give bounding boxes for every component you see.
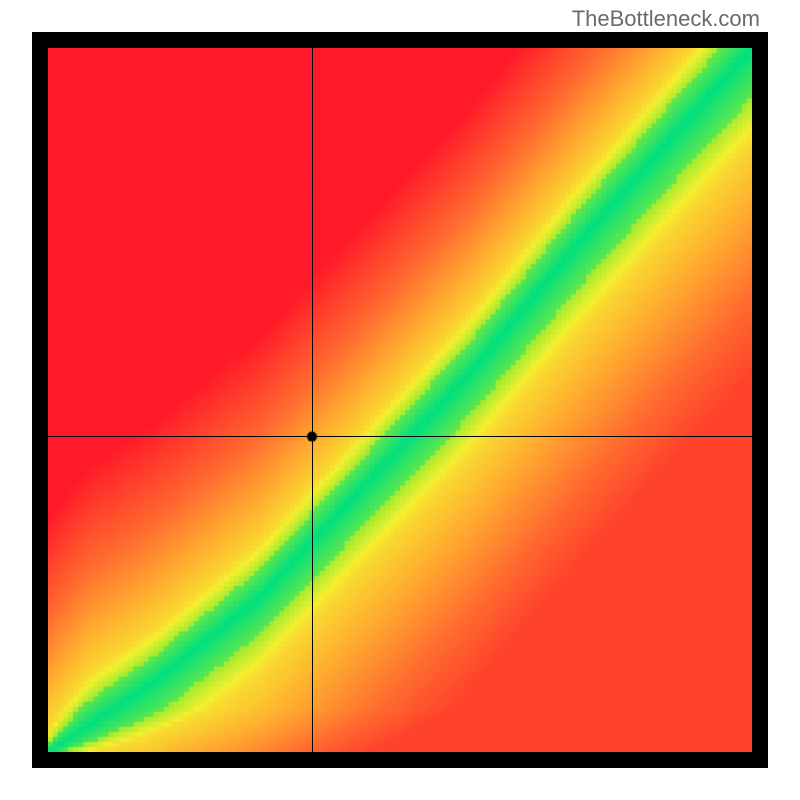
watermark-text: TheBottleneck.com [572,6,760,32]
chart-frame [32,32,768,768]
crosshair-dot [48,48,752,752]
heatmap-plot [48,48,752,752]
